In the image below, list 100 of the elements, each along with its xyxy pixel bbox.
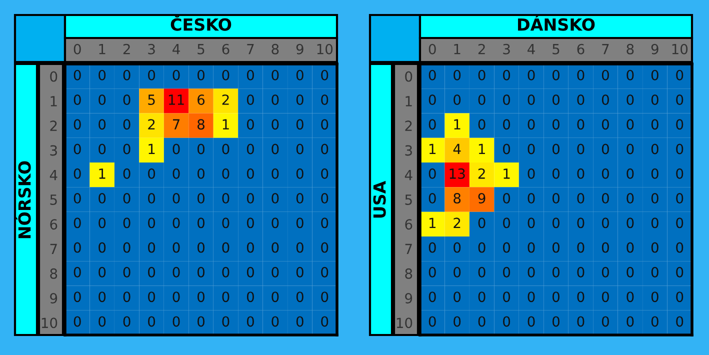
data-label: 0 xyxy=(123,168,130,179)
x-tick-label: 2 xyxy=(123,44,130,54)
data-label: 0 xyxy=(197,266,204,278)
data-label: 0 xyxy=(503,144,510,154)
data-label: 0 xyxy=(676,168,684,179)
data-label: 0 xyxy=(503,242,510,253)
data-label: 0 xyxy=(503,292,510,302)
data-label: 0 xyxy=(602,144,609,154)
data-label: 0 xyxy=(272,168,279,179)
data-label: 0 xyxy=(148,292,156,302)
x-tick-label: 2 xyxy=(478,44,485,54)
data-label: 0 xyxy=(528,119,535,130)
data-label: 0 xyxy=(148,266,156,278)
data-label: 0 xyxy=(148,168,156,179)
data-label: 0 xyxy=(246,168,254,179)
data-label: 0 xyxy=(503,316,510,327)
data-label: 0 xyxy=(552,266,560,278)
data-label: 0 xyxy=(626,193,634,204)
data-label: 0 xyxy=(626,70,634,80)
data-label: 0 xyxy=(296,242,304,253)
data-label: 0 xyxy=(651,218,658,228)
data-label: 0 xyxy=(602,70,609,80)
data-label: 0 xyxy=(74,266,81,278)
data-label: 0 xyxy=(272,70,279,80)
data-label: 0 xyxy=(577,119,584,130)
y-tick-label: 10 xyxy=(42,318,58,328)
data-label: 0 xyxy=(74,168,81,179)
data-label: 0 xyxy=(428,316,436,327)
y-tick-label: 2 xyxy=(50,120,57,131)
data-label: 1 xyxy=(504,168,510,179)
data-label: 0 xyxy=(552,70,560,80)
data-label: 0 xyxy=(503,193,510,204)
data-label: 0 xyxy=(148,193,156,204)
data-label: 0 xyxy=(528,193,535,204)
data-label: 0 xyxy=(676,218,684,228)
data-label: 0 xyxy=(321,119,328,130)
data-label: 0 xyxy=(478,119,486,130)
data-label: 0 xyxy=(98,266,106,278)
data-label: 1 xyxy=(454,119,460,130)
data-label: 0 xyxy=(74,193,81,204)
data-label: 0 xyxy=(626,292,634,302)
x-tick-label: 8 xyxy=(272,44,279,54)
data-label: 0 xyxy=(74,94,81,105)
data-label: 0 xyxy=(246,316,254,327)
data-label: 0 xyxy=(246,292,254,302)
data-label: 0 xyxy=(454,316,461,327)
data-label: 0 xyxy=(172,193,180,204)
data-label: 0 xyxy=(577,292,584,302)
x-tick-label: 6 xyxy=(222,44,230,54)
data-label: 0 xyxy=(272,242,279,253)
data-label: 0 xyxy=(74,218,81,228)
data-label: 0 xyxy=(98,94,106,105)
data-label: 0 xyxy=(503,266,510,278)
data-label: 2 xyxy=(478,168,485,179)
data-label: 0 xyxy=(272,193,279,204)
x-tick-label: 1 xyxy=(99,44,106,54)
data-label: 0 xyxy=(123,292,130,302)
data-label: 0 xyxy=(272,316,279,327)
data-label: 0 xyxy=(74,292,81,302)
data-label: 0 xyxy=(246,218,254,228)
data-label: 0 xyxy=(478,292,486,302)
data-label: 0 xyxy=(222,70,230,80)
data-label: 0 xyxy=(197,242,204,253)
chart-title: ČESKO xyxy=(170,15,232,31)
x-tick-label: 3 xyxy=(503,44,510,54)
data-label: 0 xyxy=(676,266,684,278)
chart-title: DÁNSKO xyxy=(518,15,595,31)
data-label: 0 xyxy=(197,70,204,80)
x-tick-label: 1 xyxy=(454,44,460,54)
data-label: 0 xyxy=(197,144,204,154)
data-label: 0 xyxy=(321,218,328,228)
y-tick-label: 2 xyxy=(405,120,412,131)
x-tick-label: 7 xyxy=(602,44,609,54)
data-label: 0 xyxy=(478,242,486,253)
data-label: 0 xyxy=(676,144,684,154)
data-label: 0 xyxy=(197,168,204,179)
data-label: 0 xyxy=(272,144,279,154)
data-label: 0 xyxy=(321,292,328,302)
data-label: 0 xyxy=(246,119,254,130)
data-label: 1 xyxy=(429,144,436,154)
x-tick-label: 0 xyxy=(74,44,81,54)
y-tick-label: 6 xyxy=(50,219,58,230)
data-label: 0 xyxy=(272,119,279,130)
data-label: 0 xyxy=(651,70,658,80)
data-label: 0 xyxy=(123,316,130,327)
y-axis-title: USA xyxy=(373,180,386,218)
data-label: 0 xyxy=(172,168,180,179)
data-label: 0 xyxy=(552,144,560,154)
data-label: 0 xyxy=(197,316,204,327)
data-label: 0 xyxy=(428,266,436,278)
data-label: 0 xyxy=(296,119,304,130)
data-label: 0 xyxy=(651,242,658,253)
data-label: 1 xyxy=(222,119,229,130)
data-label: 0 xyxy=(626,144,634,154)
data-label: 0 xyxy=(123,266,130,278)
data-label: 1 xyxy=(148,144,155,154)
data-label: 0 xyxy=(651,94,658,105)
data-label: 0 xyxy=(626,316,634,327)
y-tick-label: 5 xyxy=(50,194,57,205)
data-label: 0 xyxy=(552,316,560,327)
